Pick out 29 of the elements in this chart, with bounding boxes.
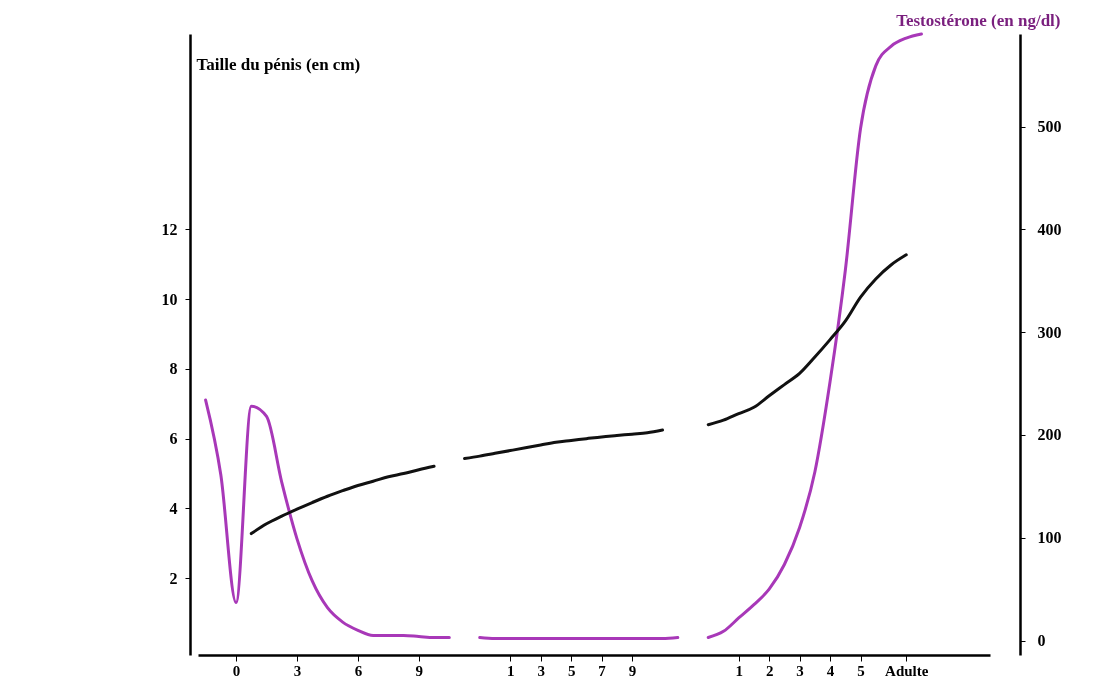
y-axis-title: Taille du pénis (en cm) bbox=[196, 54, 361, 74]
x-tick-label: 1 bbox=[735, 662, 743, 679]
x-tick-label: 9 bbox=[628, 662, 637, 679]
x-tick-label: 5 bbox=[857, 662, 865, 679]
y2-tick-label: 200 bbox=[1037, 426, 1062, 444]
y-tick-label: 12 bbox=[161, 220, 178, 238]
y2-axis-title: Testostérone (en ng/dl) bbox=[896, 10, 1061, 30]
y2-tick-label: 0 bbox=[1037, 632, 1046, 650]
y-tick-label: 2 bbox=[169, 569, 178, 587]
x-tick-label: 3 bbox=[796, 662, 804, 679]
x-tick-label: 6 bbox=[354, 662, 363, 679]
y2-tick-label: 300 bbox=[1037, 323, 1062, 341]
y-tick-label: 4 bbox=[169, 499, 178, 517]
x-tick-label: 9 bbox=[415, 662, 424, 679]
x-tick-label: 4 bbox=[826, 662, 835, 679]
x-tick-label: 3 bbox=[293, 662, 302, 679]
y-tick-label: 8 bbox=[169, 360, 178, 378]
x-tick-label: 5 bbox=[567, 662, 576, 679]
x-tick-label: 3 bbox=[537, 662, 545, 679]
x-tick-label: 2 bbox=[765, 662, 774, 679]
x-tick-label: Adulte bbox=[885, 662, 929, 679]
x-tick-label: 0 bbox=[232, 662, 241, 679]
x-tick-label: 7 bbox=[598, 662, 607, 679]
y2-tick-label: 100 bbox=[1037, 529, 1062, 547]
y-tick-label: 6 bbox=[169, 430, 178, 448]
y2-tick-label: 400 bbox=[1037, 220, 1062, 238]
y-tick-label: 10 bbox=[161, 290, 178, 308]
x-tick-label: 1 bbox=[506, 662, 515, 679]
y2-tick-label: 500 bbox=[1037, 118, 1062, 136]
